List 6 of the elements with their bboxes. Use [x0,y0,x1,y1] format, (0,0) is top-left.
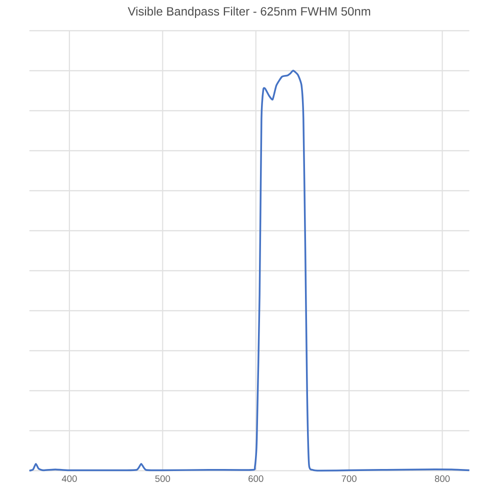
x-tick-label: 600 [248,475,264,482]
chart-title: Visible Bandpass Filter - 625nm FWHM 50nm [128,6,370,18]
x-tick-label: 800 [434,475,450,482]
x-tick-label: 700 [342,475,357,482]
x-tick-label: 500 [155,475,170,482]
x-tick-label: 400 [62,475,77,482]
